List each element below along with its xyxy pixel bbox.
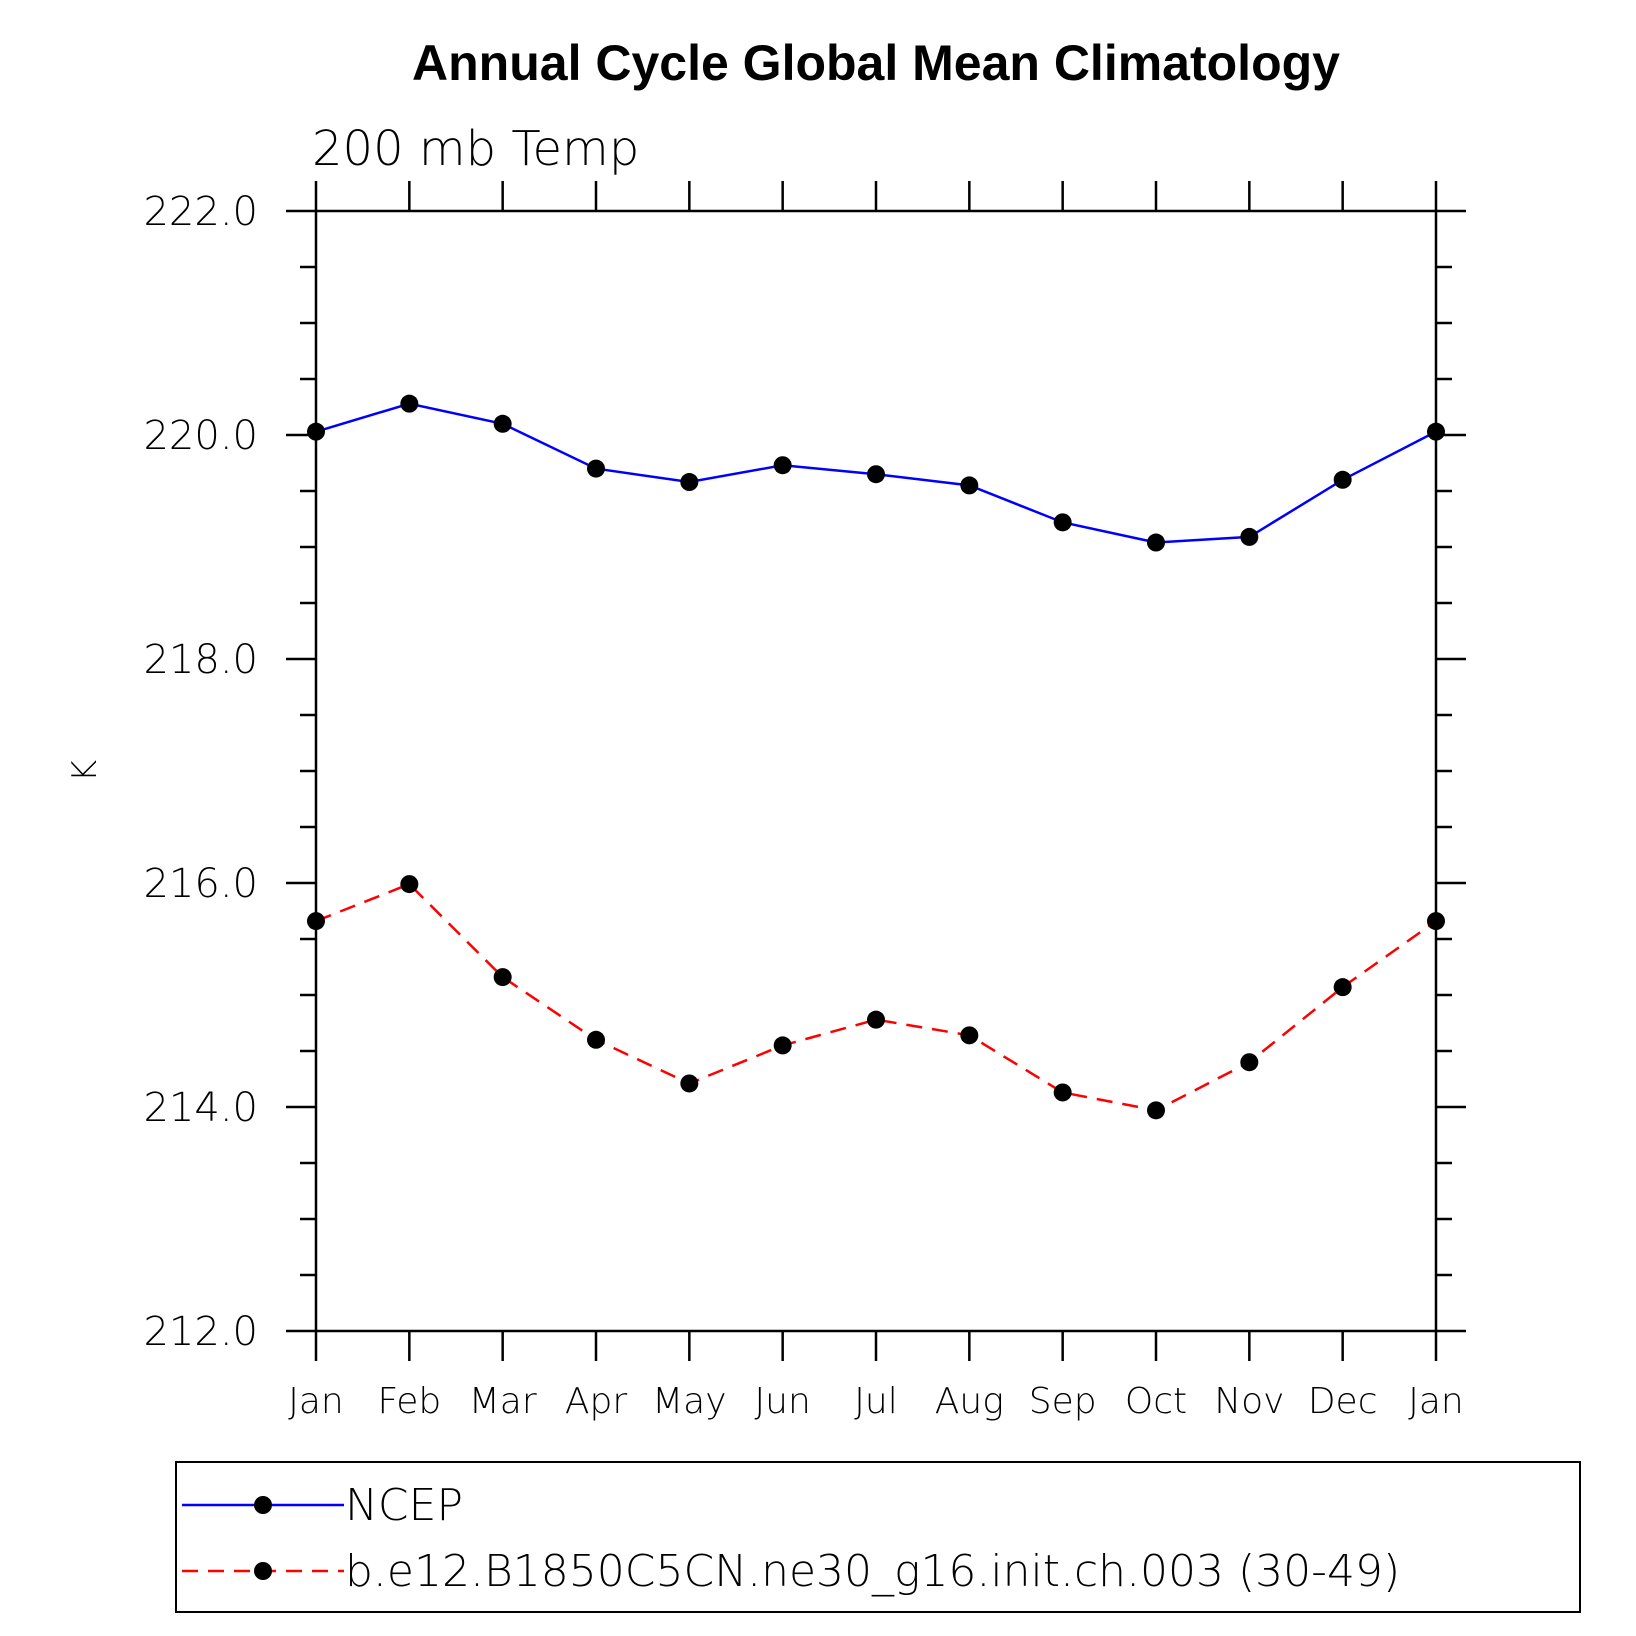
data-point-0	[1240, 527, 1259, 546]
data-point-1	[960, 1026, 979, 1045]
x-tick-label: Jul	[854, 1381, 897, 1422]
x-tick-label: May	[652, 1381, 726, 1422]
minor-ticks	[300, 265, 1452, 1277]
series-layer	[307, 394, 1445, 1120]
major-ticks	[286, 181, 1466, 1361]
plot-frame	[314, 209, 1438, 1333]
legend: NCEP b.e12.B1850C5CN.ne30_g16.init.ch.00…	[175, 1461, 1581, 1613]
x-tick-label: Aug	[935, 1381, 1004, 1422]
y-tick-label: 216.0	[143, 861, 258, 907]
data-point-1	[680, 1074, 699, 1093]
x-tick-label: Mar	[469, 1381, 537, 1422]
x-tick-label: Jan	[288, 1381, 344, 1422]
data-point-0	[400, 394, 419, 413]
legend-box	[175, 1461, 1581, 1613]
y-tick-label: 218.0	[143, 637, 258, 683]
data-point-0	[680, 473, 699, 492]
y-tick-label: 220.0	[143, 413, 258, 459]
x-tick-label: Apr	[565, 1381, 627, 1422]
data-point-0	[1053, 513, 1072, 532]
x-tick-label: Jun	[755, 1381, 811, 1422]
data-point-1	[867, 1010, 885, 1029]
x-tick-labels: Jan Feb Mar Apr May Jun Jul Aug Sep Oct Nov Dec Jan	[288, 1381, 1464, 1422]
y-tick-label: 214.0	[143, 1085, 258, 1131]
data-point-0	[960, 476, 979, 495]
y-tick-label: 222.0	[143, 189, 258, 235]
legend-marker-model	[254, 1562, 272, 1580]
x-tick-label: Sep	[1029, 1381, 1097, 1422]
data-point-1	[1053, 1083, 1072, 1102]
data-point-1	[1333, 978, 1352, 997]
data-point-1	[400, 875, 419, 894]
data-point-0	[493, 414, 512, 433]
y-tick-label: 212.0	[143, 1309, 258, 1355]
legend-marker-ncep	[254, 1496, 272, 1514]
x-tick-label: Oct	[1125, 1381, 1187, 1422]
data-point-0	[587, 459, 605, 478]
series-line-1	[315, 882, 1437, 1112]
data-point-0	[1147, 533, 1165, 552]
y-tick-labels: 212.0 214.0 216.0 218.0 220.0 222.0	[143, 189, 258, 1355]
data-point-1	[1240, 1053, 1259, 1072]
legend-label-model: b.e12.B1850C5CN.ne30_g16.init.ch.003 (30…	[345, 1546, 1400, 1597]
data-point-1	[1147, 1101, 1165, 1120]
x-tick-label: Nov	[1214, 1381, 1284, 1422]
data-point-1	[587, 1030, 605, 1049]
data-point-0	[773, 456, 792, 475]
y-axis-label: K	[65, 760, 105, 782]
x-tick-label: Dec	[1308, 1381, 1378, 1422]
x-tick-label: Jan	[1408, 1381, 1464, 1422]
x-tick-label: Feb	[377, 1381, 441, 1422]
chart-subtitle: 200 mb Temp	[312, 121, 639, 177]
data-point-0	[1333, 470, 1352, 489]
data-point-1	[493, 968, 512, 987]
chart-title: Annual Cycle Global Mean Climatology	[412, 35, 1340, 91]
data-point-1	[773, 1036, 792, 1055]
data-point-0	[867, 465, 885, 484]
legend-label-ncep: NCEP	[345, 1480, 463, 1531]
